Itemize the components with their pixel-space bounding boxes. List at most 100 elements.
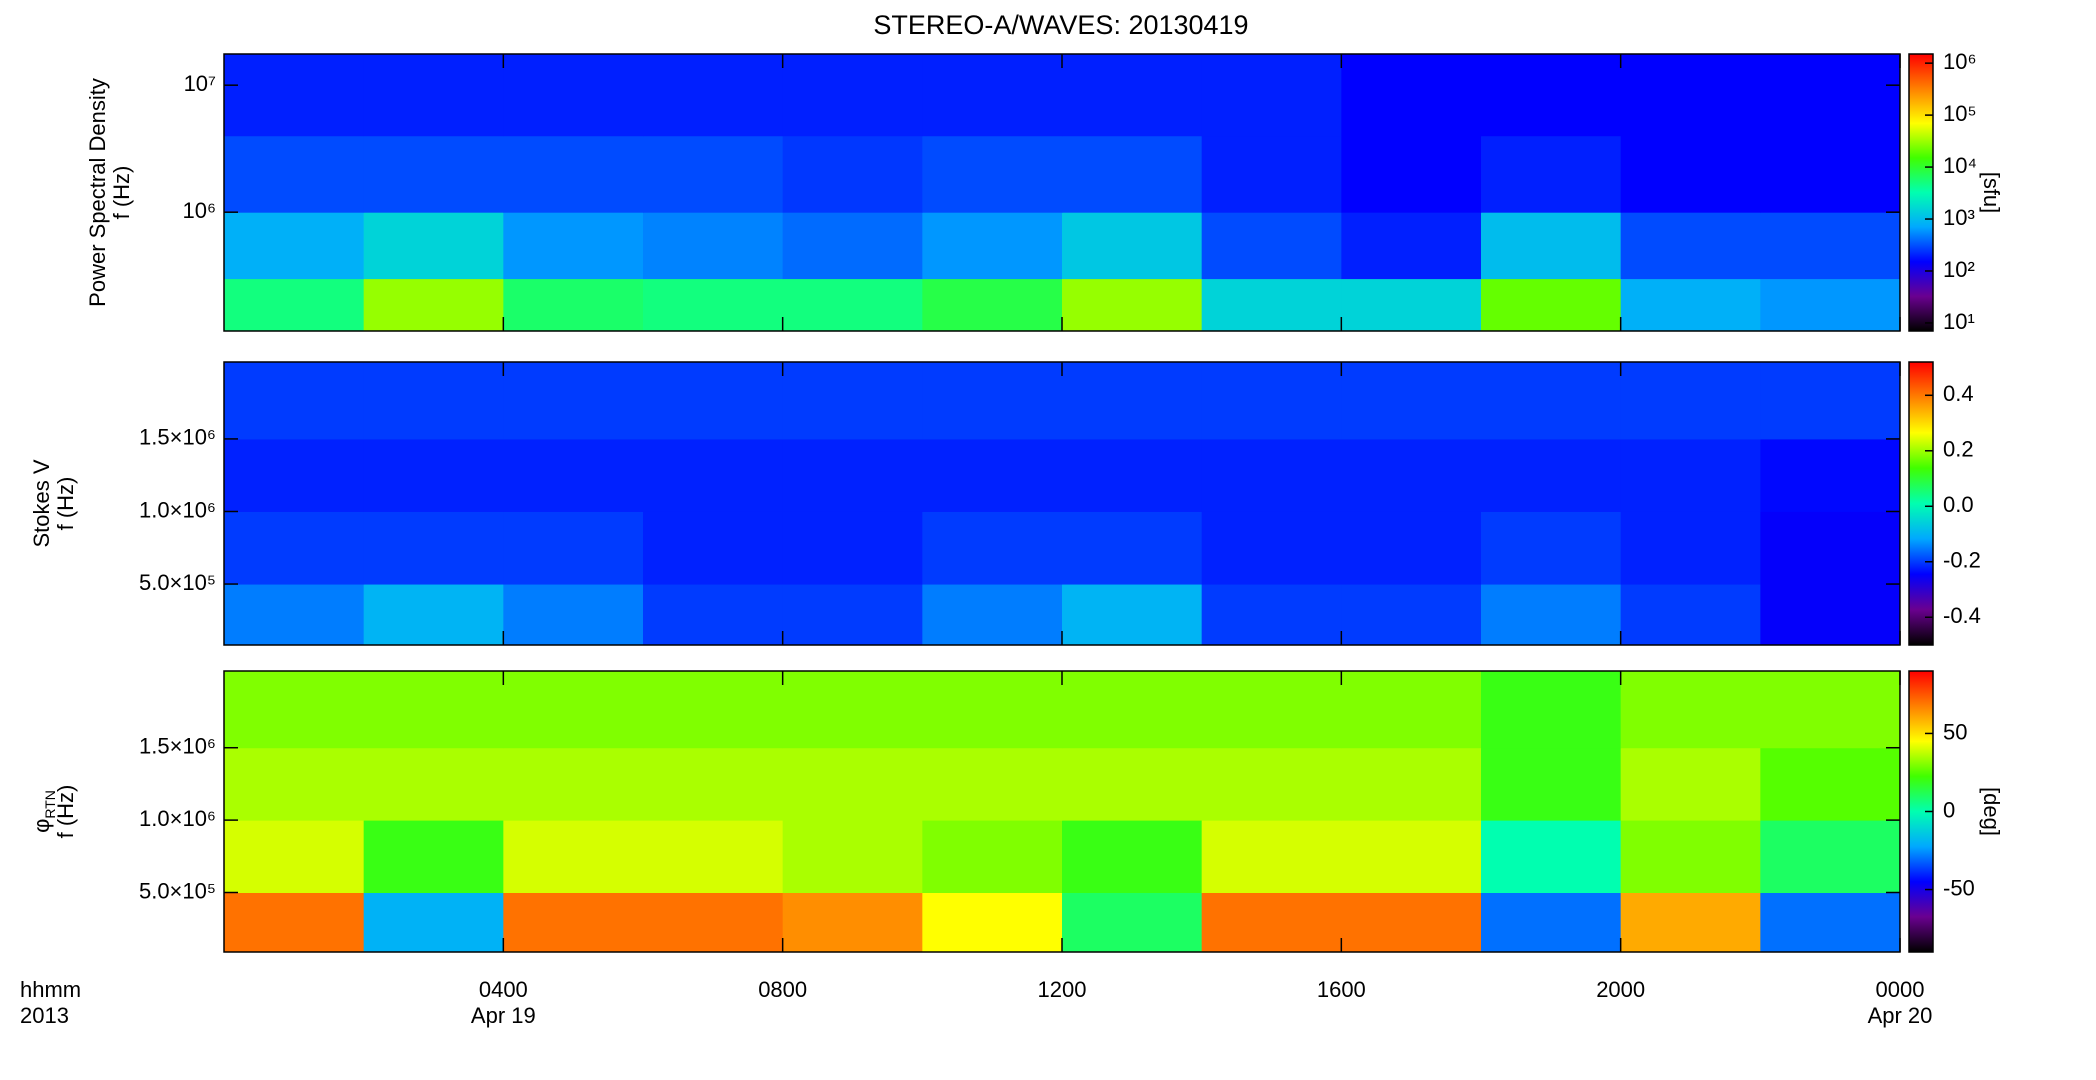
- heatmap-cell: [1341, 584, 1482, 646]
- colorbar-tick-label: 0.2: [1943, 437, 1974, 462]
- heatmap-cell: [1062, 892, 1203, 953]
- heatmap-cell: [224, 438, 365, 512]
- heatmap-cell: [1341, 54, 1482, 137]
- x-tick-label: 2000: [1596, 977, 1645, 1002]
- colorbar: [1908, 53, 1934, 332]
- heatmap-cell: [643, 892, 784, 953]
- y-axis-label: Power Spectral Density: [85, 78, 110, 307]
- heatmap-cell: [922, 820, 1063, 893]
- heatmap-cell: [1481, 362, 1622, 440]
- heatmap-cell: [922, 278, 1063, 332]
- heatmap-cell: [1481, 438, 1622, 512]
- heatmap-cell: [782, 511, 923, 585]
- heatmap-cell: [643, 212, 784, 280]
- heatmap-cell: [1760, 747, 1901, 821]
- heatmap-cell: [1341, 362, 1482, 440]
- heatmap-cell: [1620, 892, 1761, 953]
- heatmap-cell: [643, 135, 784, 213]
- colorbar-label: [deg]: [1979, 787, 2004, 836]
- heatmap-cell: [224, 584, 365, 646]
- x-tick-label: 1600: [1317, 977, 1366, 1002]
- heatmap-cell: [1062, 212, 1203, 280]
- heatmap-cell: [643, 671, 784, 749]
- colorbar-tick-label: 10²: [1943, 257, 1975, 282]
- y-tick-label: 10⁷: [184, 71, 216, 96]
- heatmap-cell: [782, 362, 923, 440]
- heatmap-cell: [922, 362, 1063, 440]
- heatmap-cell: [643, 362, 784, 440]
- heatmap-cell: [363, 278, 504, 332]
- heatmap-cell: [922, 54, 1063, 137]
- colorbar-tick-label: -0.2: [1943, 548, 1981, 573]
- heatmap-cell: [782, 747, 923, 821]
- heatmap-cell: [1760, 671, 1901, 749]
- heatmap-cell: [1201, 820, 1342, 893]
- heatmap-cell: [1201, 671, 1342, 749]
- heatmap-cell: [1481, 820, 1622, 893]
- heatmap-cell: [1341, 212, 1482, 280]
- heatmap-cell: [1760, 584, 1901, 646]
- heatmap-cell: [643, 278, 784, 332]
- heatmap-cell: [1062, 362, 1203, 440]
- heatmap-cell: [1201, 511, 1342, 585]
- heatmap-cell: [1341, 278, 1482, 332]
- heatmap-cell: [1481, 135, 1622, 213]
- heatmap-cell: [1620, 438, 1761, 512]
- heatmap-cell: [1760, 892, 1901, 953]
- heatmap-cell: [782, 584, 923, 646]
- heatmap-cell: [1481, 584, 1622, 646]
- heatmap-cell: [363, 820, 504, 893]
- heatmap-cell: [503, 671, 644, 749]
- heatmap-cell: [363, 54, 504, 137]
- heatmap-cell: [643, 438, 784, 512]
- heatmap-cell: [782, 438, 923, 512]
- heatmap-cell: [1481, 747, 1622, 821]
- heatmap-cell: [1341, 671, 1482, 749]
- colorbar-tick-label: -0.4: [1943, 603, 1981, 628]
- heatmap-cell: [1481, 511, 1622, 585]
- y-axis-label: Stokes V: [29, 459, 54, 547]
- heatmap-cell: [1620, 671, 1761, 749]
- y-tick-label: 1.0×10⁶: [139, 806, 216, 831]
- heatmap-cell: [782, 212, 923, 280]
- heatmap-cell: [922, 212, 1063, 280]
- heatmap-cell: [1620, 747, 1761, 821]
- heatmap-cell: [922, 747, 1063, 821]
- heatmap-cell: [1062, 135, 1203, 213]
- heatmap-cell: [503, 747, 644, 821]
- y-axis-label: f (Hz): [109, 166, 134, 220]
- y-axis-label-text: f (Hz): [53, 477, 78, 531]
- heatmap-cell: [363, 892, 504, 953]
- heatmap-cell: [363, 511, 504, 585]
- heatmap-cell: [363, 671, 504, 749]
- heatmap-cell: [1760, 278, 1901, 332]
- heatmap-cell: [1760, 511, 1901, 585]
- heatmap-cell: [1062, 438, 1203, 512]
- heatmap-cell: [224, 135, 365, 213]
- heatmap-cell: [922, 511, 1063, 585]
- heatmap-cell: [1620, 135, 1761, 213]
- heatmap-cell: [1201, 438, 1342, 512]
- colorbar-tick-label: 0: [1943, 797, 1955, 822]
- colorbar-tick-label: -50: [1943, 875, 1975, 900]
- heatmap-cell: [503, 438, 644, 512]
- heatmap-cell: [922, 584, 1063, 646]
- heatmap-cell: [1481, 54, 1622, 137]
- heatmap-cell: [1201, 135, 1342, 213]
- heatmap-cell: [363, 135, 504, 213]
- heatmap-cell: [503, 278, 644, 332]
- heatmap-cell: [782, 54, 923, 137]
- heatmap-cell: [1341, 892, 1482, 953]
- x-tick-label: 0800: [758, 977, 807, 1002]
- heatmap-cell: [1760, 135, 1901, 213]
- x-tick-label: 0000: [1876, 977, 1925, 1002]
- heatmap-cell: [503, 511, 644, 585]
- heatmap-cell: [1620, 54, 1761, 137]
- heatmap-cell: [1760, 212, 1901, 280]
- heatmap-cell: [1760, 362, 1901, 440]
- heatmap-cell: [643, 747, 784, 821]
- chart-title: STEREO-A/WAVES: 20130419: [873, 10, 1248, 40]
- heatmap-cell: [1760, 820, 1901, 893]
